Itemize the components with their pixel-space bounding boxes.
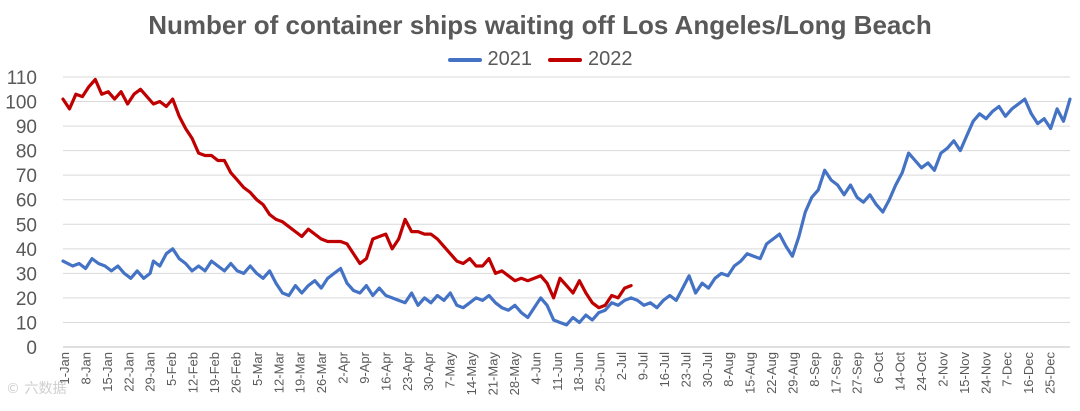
x-tick-label: 15-Nov bbox=[957, 352, 972, 394]
legend-entry-2022: 2022 bbox=[548, 48, 633, 71]
x-tick-label: 8-Aug bbox=[721, 352, 736, 387]
legend-entry-2021: 2021 bbox=[447, 48, 533, 71]
x-tick-label: 11-Jun bbox=[550, 352, 565, 391]
y-tick-label: 110 bbox=[7, 68, 37, 89]
series-line-2021 bbox=[61, 97, 1072, 327]
x-tick-label: 9-Apr bbox=[357, 351, 372, 383]
x-tick-label: 22-Aug bbox=[764, 352, 779, 394]
legend-label-2021: 2021 bbox=[487, 48, 533, 70]
x-axis-tick-labels: 1-Jan 8-Jan 15-Jan 22-Jan 29-Jan 5-Feb 12-Feb 1… bbox=[57, 351, 1058, 395]
legend: 2021 2022 bbox=[0, 48, 1080, 71]
y-tick-label: 30 bbox=[16, 264, 37, 285]
x-tick-label: 26-Feb bbox=[228, 352, 243, 393]
legend-swatch-2021 bbox=[447, 57, 482, 62]
x-tick-label: 5-Feb bbox=[164, 352, 179, 386]
y-tick-label: 20 bbox=[16, 289, 37, 310]
x-tick-label: 4-Jun bbox=[528, 352, 543, 385]
x-tick-label: 18-Jun bbox=[571, 352, 586, 392]
y-tick-label: 70 bbox=[16, 166, 37, 187]
y-tick-label: 60 bbox=[16, 191, 37, 212]
x-tick-label: 17-Sep bbox=[828, 352, 843, 394]
x-tick-label: 23-Apr bbox=[400, 351, 415, 391]
x-tick-label: 15-Aug bbox=[743, 352, 758, 394]
gridlines bbox=[63, 76, 1070, 323]
y-tick-label: 0 bbox=[26, 338, 37, 359]
x-tick-label: 28-May bbox=[507, 352, 522, 396]
x-tick-label: 16-Dec bbox=[1021, 352, 1036, 394]
x-tick-label: 24-Oct bbox=[914, 352, 929, 391]
legend-label-2022: 2022 bbox=[588, 48, 633, 70]
x-tick-label: 2-Nov bbox=[935, 352, 950, 387]
x-tick-label: 27-Sep bbox=[850, 352, 865, 394]
y-tick-label: 100 bbox=[5, 93, 37, 114]
y-tick-label: 50 bbox=[16, 215, 37, 236]
x-tick-label: 8-Jan bbox=[78, 352, 93, 385]
x-tick-label: 29-Aug bbox=[785, 352, 800, 394]
x-tick-label: 19-Mar bbox=[293, 351, 308, 393]
x-tick-label: 7-Dec bbox=[1000, 352, 1015, 387]
x-tick-label: 29-Jan bbox=[143, 352, 158, 392]
y-tick-label: 90 bbox=[16, 117, 37, 138]
x-tick-label: 16-Apr bbox=[378, 351, 393, 391]
x-tick-label: 6-Oct bbox=[871, 352, 886, 384]
x-tick-label: 1-Jan bbox=[57, 352, 72, 385]
series-line-2022 bbox=[61, 77, 633, 310]
x-tick-label: 7-May bbox=[443, 352, 458, 389]
x-tick-label: 19-Feb bbox=[207, 352, 222, 393]
x-tick-label: 14-Oct bbox=[893, 352, 908, 391]
x-tick-label: 22-Jan bbox=[121, 352, 136, 392]
x-tick-label: 25-Jun bbox=[593, 352, 608, 392]
y-tick-label: 80 bbox=[16, 142, 37, 163]
x-tick-label: 30-Jul bbox=[700, 352, 715, 388]
x-tick-label: 30-Apr bbox=[421, 351, 436, 391]
x-tick-label: 12-Feb bbox=[186, 352, 201, 393]
x-tick-label: 16-Jul bbox=[657, 352, 672, 388]
x-tick-label: 2-Jul bbox=[614, 352, 629, 380]
x-tick-label: 24-Nov bbox=[978, 352, 993, 394]
x-tick-label: 9-Jul bbox=[635, 352, 650, 380]
x-tick-label: 26-Mar bbox=[314, 351, 329, 393]
y-tick-label: 10 bbox=[16, 313, 37, 334]
x-tick-label: 15-Jan bbox=[100, 352, 115, 392]
x-tick-label: 12-Mar bbox=[271, 351, 286, 393]
x-tick-label: 25-Dec bbox=[1043, 352, 1058, 394]
chart-title: Number of container ships waiting off Lo… bbox=[148, 10, 932, 40]
x-tick-label: 2-Apr bbox=[336, 351, 351, 383]
y-axis-tick-labels: 0 10 20 30 40 50 60 70 80 90 100 110 bbox=[5, 68, 37, 359]
y-tick-label: 40 bbox=[16, 240, 37, 261]
x-tick-label: 21-May bbox=[486, 352, 501, 396]
x-tick-label: 5-Mar bbox=[250, 351, 265, 386]
x-tick-label: 8-Sep bbox=[807, 352, 822, 387]
watermark: © 六数据 bbox=[6, 381, 67, 397]
x-tick-label: 14-May bbox=[464, 352, 479, 396]
series-lines bbox=[61, 77, 1072, 327]
legend-swatch-2022 bbox=[548, 57, 582, 62]
x-tick-label: 23-Jul bbox=[678, 352, 693, 388]
